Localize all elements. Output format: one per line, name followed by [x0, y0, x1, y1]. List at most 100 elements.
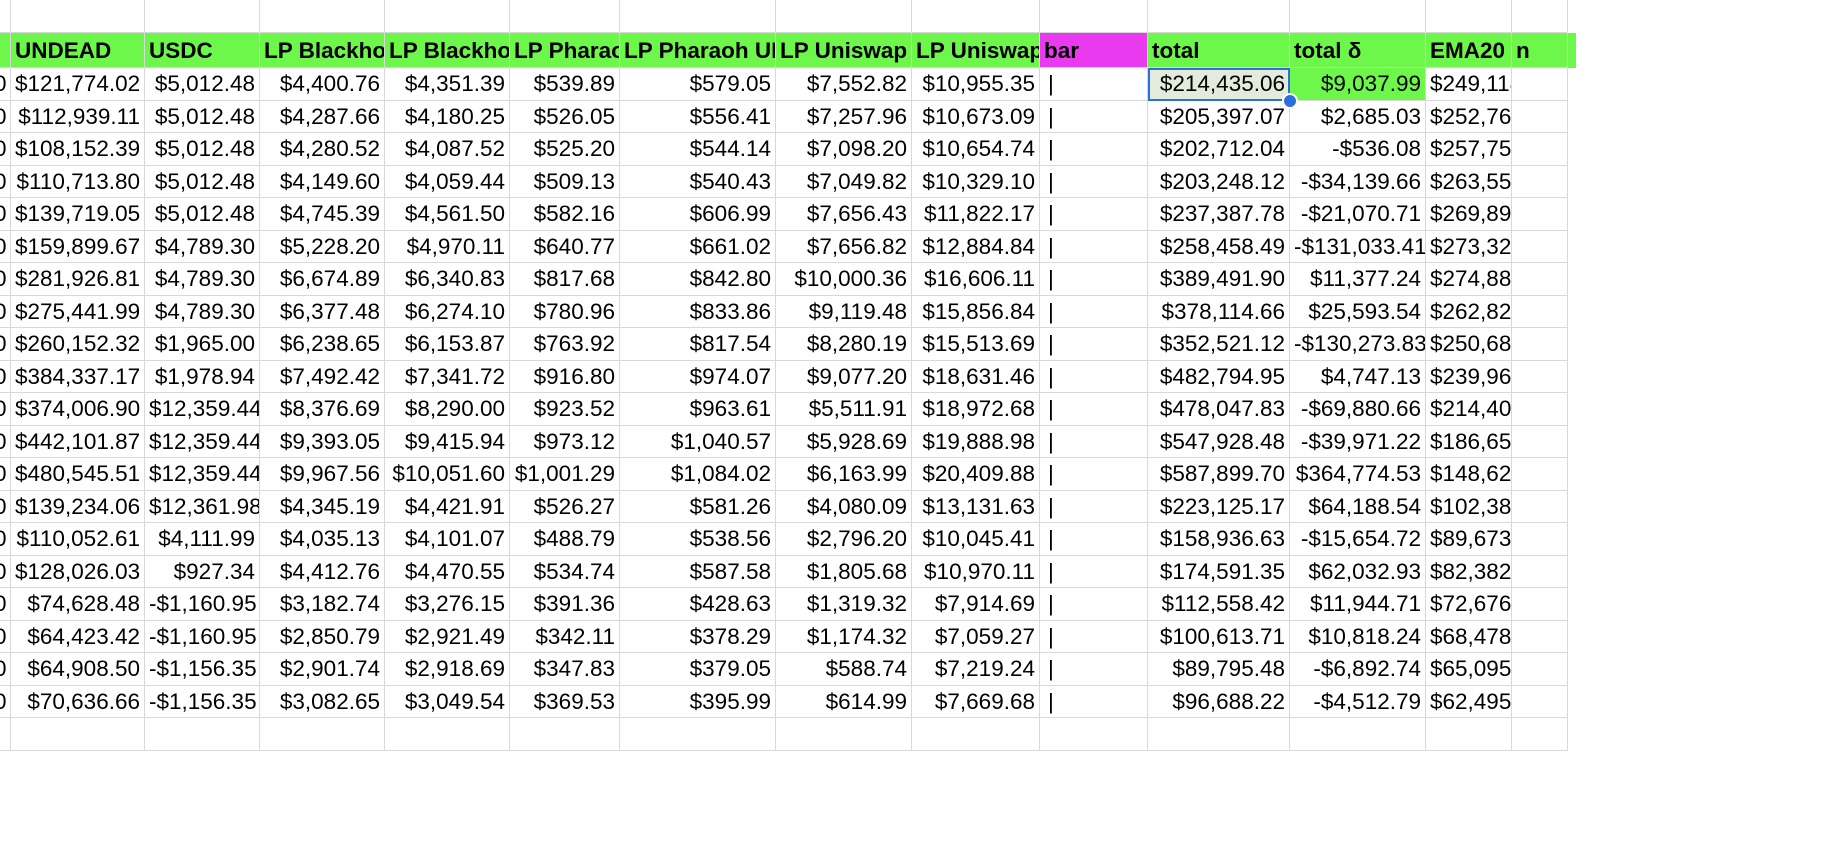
cell-lp-pharaoh-un[interactable]: $1,040.57 [620, 425, 776, 458]
cell-lp-blackhole-2[interactable]: $7,341.72 [385, 360, 510, 393]
cell-total-delta[interactable]: $11,944.71 [1290, 588, 1426, 621]
cell-lp-uniswap-a[interactable]: $9,077.20 [776, 360, 912, 393]
cell-n[interactable] [1512, 588, 1568, 621]
cell-row-index[interactable]: 0 [0, 68, 11, 101]
cell-row-index[interactable]: 0 [0, 328, 11, 361]
cell-lp-pharaoh[interactable] [510, 718, 620, 751]
cell-lp-blackhole-1[interactable]: $7,492.42 [260, 360, 385, 393]
cell-lp-uniswap-a[interactable]: $7,656.43 [776, 198, 912, 231]
cell-undead[interactable]: $64,423.42 [11, 620, 145, 653]
fill-handle[interactable] [1282, 92, 1298, 109]
cell-total-delta[interactable]: $11,377.24 [1290, 263, 1426, 296]
cell-lp-pharaoh-un[interactable]: $963.61 [620, 393, 776, 426]
cell-total-delta[interactable]: $64,188.54 [1290, 490, 1426, 523]
blank-cell[interactable] [0, 0, 11, 33]
cell-bar[interactable]: | [1040, 685, 1148, 718]
cell-undead[interactable]: $64,908.50 [11, 653, 145, 686]
cell-total[interactable]: $352,521.12 [1148, 328, 1290, 361]
header-cell-lp-uniswap[interactable]: LP Uniswap [912, 33, 1040, 68]
cell-lp-blackhole-1[interactable]: $3,082.65 [260, 685, 385, 718]
cell-lp-pharaoh[interactable]: $525.20 [510, 133, 620, 166]
cell-total-delta[interactable]: $62,032.93 [1290, 555, 1426, 588]
cell-lp-blackhole-2[interactable]: $3,276.15 [385, 588, 510, 621]
cell-total-delta[interactable]: $10,818.24 [1290, 620, 1426, 653]
cell-bar[interactable] [1040, 718, 1148, 751]
cell-bar[interactable]: | [1040, 360, 1148, 393]
cell-lp-pharaoh-un[interactable]: $606.99 [620, 198, 776, 231]
cell-lp-blackhole-2[interactable]: $4,421.91 [385, 490, 510, 523]
cell-lp-uniswap[interactable]: $20,409.88 [912, 458, 1040, 491]
cell-lp-uniswap-a[interactable]: $2,796.20 [776, 523, 912, 556]
cell-lp-uniswap[interactable] [912, 718, 1040, 751]
cell-row-index[interactable]: 0 [0, 100, 11, 133]
cell-n[interactable] [1512, 718, 1568, 751]
cell-usdc[interactable]: $5,012.48 [145, 165, 260, 198]
cell-n[interactable] [1512, 490, 1568, 523]
cell-lp-pharaoh[interactable]: $347.83 [510, 653, 620, 686]
cell-lp-uniswap-a[interactable]: $1,319.32 [776, 588, 912, 621]
cell-usdc[interactable]: $12,359.44 [145, 458, 260, 491]
cell-ema20[interactable]: $250,684 [1426, 328, 1512, 361]
cell-bar[interactable]: | [1040, 393, 1148, 426]
cell-row-index[interactable]: 0 [0, 360, 11, 393]
cell-lp-uniswap-a[interactable]: $1,174.32 [776, 620, 912, 653]
cell-lp-uniswap[interactable]: $10,673.09 [912, 100, 1040, 133]
cell-ema20[interactable]: $72,676. [1426, 588, 1512, 621]
cell-lp-uniswap-a[interactable]: $614.99 [776, 685, 912, 718]
cell-n[interactable] [1512, 523, 1568, 556]
cell-row-index[interactable]: 0 [0, 490, 11, 523]
cell-lp-pharaoh[interactable]: $817.68 [510, 263, 620, 296]
cell-undead[interactable]: $480,545.51 [11, 458, 145, 491]
cell-lp-pharaoh-un[interactable]: $556.41 [620, 100, 776, 133]
cell-usdc[interactable]: -$1,160.95 [145, 620, 260, 653]
cell-undead[interactable]: $159,899.67 [11, 230, 145, 263]
blank-cell[interactable] [1148, 0, 1290, 33]
cell-lp-blackhole-1[interactable]: $3,182.74 [260, 588, 385, 621]
cell-lp-pharaoh-un[interactable]: $395.99 [620, 685, 776, 718]
cell-row-index[interactable]: 0 [0, 458, 11, 491]
cell-n[interactable] [1512, 360, 1568, 393]
cell-ema20[interactable]: $257,756 [1426, 133, 1512, 166]
cell-lp-blackhole-1[interactable]: $9,393.05 [260, 425, 385, 458]
cell-lp-pharaoh-un[interactable]: $428.63 [620, 588, 776, 621]
cell-undead[interactable]: $74,628.48 [11, 588, 145, 621]
cell-lp-blackhole-2[interactable] [385, 718, 510, 751]
cell-undead[interactable]: $139,719.05 [11, 198, 145, 231]
cell-undead[interactable]: $374,006.90 [11, 393, 145, 426]
cell-undead[interactable]: $70,636.66 [11, 685, 145, 718]
header-cell-lp-pharaoh[interactable]: LP Pharaoh [510, 33, 620, 68]
cell-ema20[interactable]: $249,118 [1426, 68, 1512, 101]
cell-bar[interactable]: | [1040, 100, 1148, 133]
cell-lp-pharaoh-un[interactable]: $661.02 [620, 230, 776, 263]
cell-usdc[interactable]: $5,012.48 [145, 133, 260, 166]
cell-ema20[interactable]: $89,673. [1426, 523, 1512, 556]
cell-lp-pharaoh[interactable]: $534.74 [510, 555, 620, 588]
cell-lp-blackhole-1[interactable]: $6,674.89 [260, 263, 385, 296]
cell-lp-uniswap[interactable]: $7,059.27 [912, 620, 1040, 653]
cell-total[interactable]: $96,688.22 [1148, 685, 1290, 718]
cell-ema20[interactable]: $102,382 [1426, 490, 1512, 523]
cell-lp-blackhole-1[interactable]: $6,377.48 [260, 295, 385, 328]
cell-total-delta[interactable]: $364,774.53 [1290, 458, 1426, 491]
blank-cell[interactable] [11, 0, 145, 33]
cell-n[interactable] [1512, 133, 1568, 166]
cell-usdc[interactable]: -$1,156.35 [145, 653, 260, 686]
cell-lp-pharaoh-un[interactable]: $544.14 [620, 133, 776, 166]
cell-lp-blackhole-2[interactable]: $3,049.54 [385, 685, 510, 718]
cell-undead[interactable]: $260,152.32 [11, 328, 145, 361]
cell-lp-uniswap[interactable]: $18,631.46 [912, 360, 1040, 393]
cell-usdc[interactable]: $4,789.30 [145, 230, 260, 263]
cell-lp-pharaoh[interactable]: $973.12 [510, 425, 620, 458]
cell-total[interactable]: $587,899.70 [1148, 458, 1290, 491]
cell-ema20[interactable]: $269,898 [1426, 198, 1512, 231]
header-cell-lp-blackhole-2[interactable]: LP Blackhole [385, 33, 510, 68]
cell-undead[interactable]: $281,926.81 [11, 263, 145, 296]
cell-lp-blackhole-2[interactable]: $2,921.49 [385, 620, 510, 653]
cell-lp-uniswap[interactable]: $15,856.84 [912, 295, 1040, 328]
cell-lp-pharaoh-un[interactable]: $833.86 [620, 295, 776, 328]
cell-lp-uniswap[interactable]: $7,669.68 [912, 685, 1040, 718]
cell-bar[interactable]: | [1040, 425, 1148, 458]
cell-lp-blackhole-2[interactable]: $4,087.52 [385, 133, 510, 166]
cell-ema20[interactable]: $262,820 [1426, 295, 1512, 328]
